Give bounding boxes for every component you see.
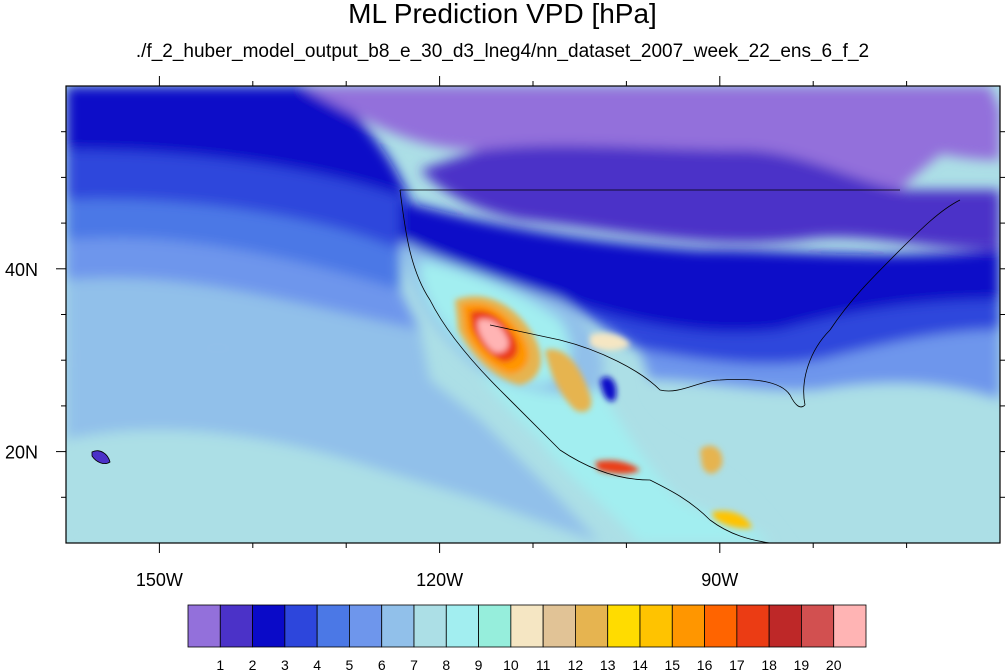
colorbar-label: 3 <box>281 657 289 672</box>
colorbar-swatch <box>542 604 576 648</box>
colorbar-label: 4 <box>313 657 321 672</box>
colorbar-swatch <box>219 604 253 648</box>
colorbar-labels: 1 2 3 4 5 6 7 8 9 10 11 12 13 14 15 16 17 18 19 20 <box>216 657 841 672</box>
colorbar-label: 9 <box>475 657 483 672</box>
band-1-canada <box>300 86 990 190</box>
colorbar-label: 15 <box>664 657 680 672</box>
pacific-coast <box>399 189 771 543</box>
band-3-us-south <box>560 300 1000 365</box>
colorbar-label: 8 <box>442 657 450 672</box>
colorbar-label: 11 <box>536 657 551 672</box>
longitude-label: 90W <box>701 570 738 590</box>
band-3-sierra <box>600 376 617 402</box>
colorbar-swatch <box>284 604 318 648</box>
longitude-label: 120W <box>416 570 463 590</box>
band-9-mexico <box>480 370 770 543</box>
latitude-label: 40N <box>5 260 38 280</box>
colorbar-swatch <box>575 604 609 648</box>
band-1-east <box>820 86 1000 160</box>
band-4 <box>66 199 400 290</box>
band-2 <box>66 86 410 200</box>
colorbar-swatch <box>704 604 738 648</box>
colorbar-swatch <box>833 604 867 648</box>
colorbar <box>187 604 867 648</box>
colorbar-label: 20 <box>826 657 842 672</box>
band-20 <box>478 319 509 353</box>
band-11-texas <box>590 333 630 351</box>
band-5-gulf <box>640 330 1000 400</box>
hawaii <box>91 450 111 464</box>
colorbar-swatch <box>639 604 673 648</box>
band-5 <box>66 238 420 330</box>
colorbar-label: 12 <box>568 657 584 672</box>
colorbar-swatch <box>316 604 350 648</box>
colorbar-swatch <box>801 604 835 648</box>
mexico-border <box>489 324 561 341</box>
colorbar-label: 18 <box>761 657 777 672</box>
colorbar-swatch <box>510 604 544 648</box>
colorbar-swatch <box>413 604 447 648</box>
band-7-atlantic <box>650 380 1000 543</box>
band-18-guerrero <box>595 460 640 474</box>
colorbar-swatch <box>768 604 802 648</box>
band-15-central-america <box>712 510 752 529</box>
map-ticks <box>56 76 1005 553</box>
colorbar-swatch <box>381 604 415 648</box>
colorbar-swatch <box>252 604 286 648</box>
colorbar-label: 19 <box>794 657 810 672</box>
colorbar-swatch <box>478 604 512 648</box>
band-3-us-north <box>400 200 1000 333</box>
colorbar-swatch <box>607 604 641 648</box>
band-13-sonora <box>545 349 592 412</box>
colorbar-swatch <box>445 604 479 648</box>
colorbar-label: 7 <box>410 657 418 672</box>
vpd-field <box>66 86 1000 543</box>
band-6-mid <box>66 278 430 380</box>
map-subtitle: ./f_2_huber_model_output_b8_e_30_d3_lneg… <box>135 41 870 62</box>
latitude-label: 20N <box>5 443 38 463</box>
gulf-coast <box>559 339 806 408</box>
atlantic-coast <box>803 199 961 406</box>
colorbar-label: 1 <box>216 657 224 672</box>
map-title: ML Prediction VPD [hPa] <box>348 0 657 29</box>
latitude-labels: 40N 20N <box>5 260 38 463</box>
band-7-south <box>66 430 600 543</box>
band-3 <box>66 150 410 250</box>
colorbar-label: 17 <box>729 657 745 672</box>
band-2-canada <box>420 145 1000 250</box>
longitude-labels: 150W 120W 90W <box>136 570 738 590</box>
colorbar-label: 2 <box>249 657 257 672</box>
colorbar-label: 5 <box>346 657 354 672</box>
colorbar-label: 14 <box>632 657 648 672</box>
longitude-label: 150W <box>136 570 183 590</box>
colorbar-swatch <box>349 604 383 648</box>
colorbar-label: 16 <box>697 657 713 672</box>
colorbar-label: 10 <box>503 657 519 672</box>
colorbar-swatch <box>671 604 705 648</box>
colorbar-label: 13 <box>600 657 616 672</box>
colorbar-swatch <box>736 604 770 648</box>
colorbar-label: 6 <box>378 657 386 672</box>
coastlines <box>399 189 961 543</box>
band-13-yucatan <box>700 445 723 474</box>
colorbar-swatch <box>187 604 221 648</box>
